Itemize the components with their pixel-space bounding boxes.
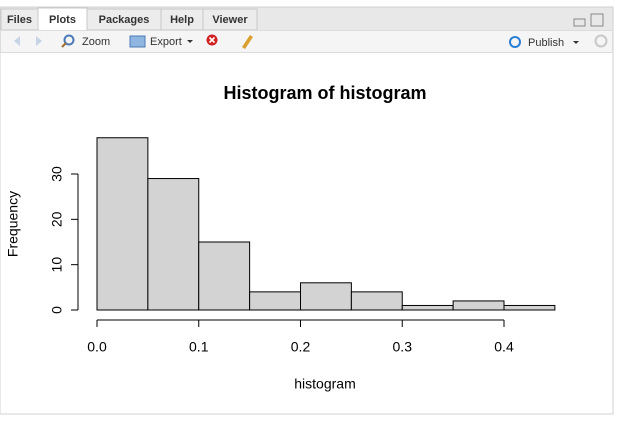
histogram-bar bbox=[96, 137, 149, 311]
zoom-icon[interactable] bbox=[63, 34, 75, 46]
histogram-bar bbox=[503, 304, 556, 311]
x-tick-label: 0.1 bbox=[189, 339, 209, 355]
export-button[interactable]: Export bbox=[150, 36, 182, 48]
remove-plot-x bbox=[208, 36, 216, 44]
histogram-bar bbox=[401, 304, 454, 311]
chart-title: Histogram of histogram bbox=[223, 83, 426, 103]
histogram-bar bbox=[350, 291, 403, 311]
export-dropdown[interactable] bbox=[187, 40, 193, 43]
x-tick-label: 0.4 bbox=[494, 339, 514, 355]
clear-all-plots[interactable] bbox=[242, 35, 253, 49]
forward-arrow[interactable] bbox=[36, 36, 42, 46]
refresh-button[interactable] bbox=[594, 34, 608, 48]
tabs: Files Plots Packages Help Viewer bbox=[0, 7, 258, 32]
histogram-bar bbox=[452, 300, 505, 311]
x-tick-label: 0.2 bbox=[291, 339, 311, 355]
histogram-bar bbox=[147, 178, 200, 311]
x-tick-label: 0.3 bbox=[393, 339, 413, 355]
minimize-button[interactable] bbox=[573, 18, 586, 27]
tab-label[interactable]: Files bbox=[7, 14, 32, 26]
y-tick-label: 20 bbox=[49, 211, 65, 227]
tab-label[interactable]: Plots bbox=[49, 14, 76, 26]
y-axis-label: Frequency bbox=[5, 191, 21, 257]
publish-icon[interactable] bbox=[509, 36, 521, 48]
toolbar bbox=[0, 30, 613, 53]
x-tick-label: 0.0 bbox=[87, 339, 107, 355]
histogram-bar bbox=[300, 282, 352, 311]
maximize-button[interactable] bbox=[590, 13, 604, 27]
tab-label[interactable]: Packages bbox=[99, 14, 150, 26]
export-icon[interactable] bbox=[129, 35, 146, 48]
publish-button[interactable]: Publish bbox=[528, 37, 564, 49]
y-tick-label: 30 bbox=[49, 166, 65, 182]
plot-area: 0.0 0.1 0.2 0.3 0.4 0 10 20 30 bbox=[49, 137, 556, 355]
zoom-icon-handle bbox=[61, 42, 67, 48]
x-axis-label: histogram bbox=[294, 376, 355, 392]
tab-label[interactable]: Viewer bbox=[212, 14, 248, 26]
histogram-bar bbox=[249, 291, 301, 311]
zoom-button[interactable]: Zoom bbox=[82, 36, 110, 48]
back-arrow[interactable] bbox=[14, 36, 20, 46]
y-tick-label: 0 bbox=[49, 306, 65, 314]
histogram-bar bbox=[198, 241, 251, 311]
y-tick-label: 10 bbox=[49, 257, 65, 273]
publish-dropdown[interactable] bbox=[573, 41, 579, 44]
tab-label[interactable]: Help bbox=[170, 14, 194, 26]
